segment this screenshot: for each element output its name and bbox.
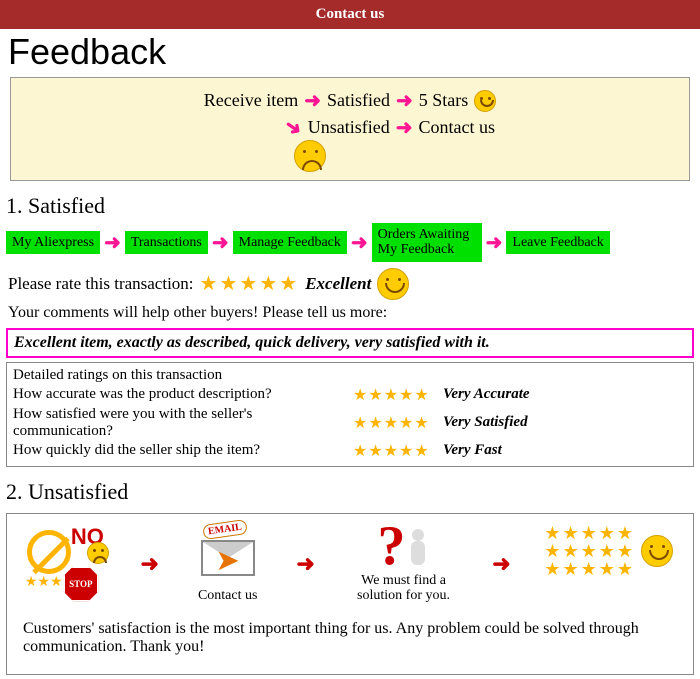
- comment-prompt: Your comments will help other buyers! Pl…: [0, 302, 700, 324]
- stars-result-item: ★★★★★ ★★★★★ ★★★★★: [544, 524, 673, 578]
- arrow-red-icon: ➜: [296, 551, 314, 577]
- detail-row: How quickly did the seller ship the item…: [13, 441, 687, 461]
- arrow-icon: ➜: [104, 230, 121, 255]
- header-bar: Contact us: [0, 0, 700, 29]
- smiley-sad-icon: [294, 140, 326, 172]
- detail-q1: How accurate was the product description…: [13, 386, 353, 403]
- five-stars-label: 5 Stars: [419, 90, 469, 111]
- step-my-aliexpress: My Aliexpress: [6, 231, 100, 254]
- stars-icon: ★★★★★: [353, 413, 443, 433]
- detail-a2: Very Satisfied: [443, 414, 528, 431]
- rate-transaction-row: Please rate this transaction: ★★★★★ Exce…: [0, 262, 700, 302]
- contact-us-caption: Contact us: [193, 588, 263, 603]
- email-graphic: EMAIL ➤: [193, 524, 263, 584]
- smiley-sad-icon: [87, 542, 109, 564]
- detail-a1: Very Accurate: [443, 386, 530, 403]
- flow-row-satisfied: Receive item ➜ Satisfied ➜ 5 Stars: [23, 88, 677, 113]
- section-2-title: 2. Unsatisfied: [0, 475, 700, 509]
- arrow-icon: ➜: [212, 230, 229, 255]
- satisfied-steps-flow: My Aliexpress ➜ Transactions ➜ Manage Fe…: [0, 223, 700, 262]
- arrow-icon: ➜: [351, 230, 368, 255]
- step-leave-feedback: Leave Feedback: [506, 231, 609, 254]
- unsatisfied-label: Unsatisfied: [308, 117, 390, 138]
- person-icon: [406, 529, 430, 569]
- detailed-ratings-box: Detailed ratings on this transaction How…: [6, 362, 694, 467]
- arrow-icon: ➜: [396, 115, 413, 140]
- smiley-happy-icon: [377, 268, 409, 300]
- feedback-flow-box: Receive item ➜ Satisfied ➜ 5 Stars ➜ Uns…: [10, 77, 690, 181]
- step-orders-awaiting: Orders Awaiting My Feedback: [372, 223, 482, 262]
- star-row: ★★★★★: [544, 524, 635, 542]
- arrow-icon: ➜: [304, 88, 321, 113]
- star-cluster-icon: ★★★: [25, 576, 63, 590]
- solution-caption: We must find a solution for you.: [349, 573, 459, 604]
- solution-item: ? We must find a solution for you.: [349, 524, 459, 604]
- email-tag: EMAIL: [202, 519, 248, 540]
- detail-q3: How quickly did the seller ship the item…: [13, 442, 353, 459]
- smiley-happy-icon: [641, 535, 673, 567]
- step-manage-feedback: Manage Feedback: [233, 231, 347, 254]
- step-transactions: Transactions: [125, 231, 208, 254]
- stars-icon: ★★★★★: [353, 441, 443, 461]
- details-title: Detailed ratings on this transaction: [13, 367, 687, 384]
- star-row: ★★★★★: [544, 560, 635, 578]
- footer-text: Customers' satisfaction is the most impo…: [13, 612, 687, 668]
- flow-row-unsatisfied: ➜ Unsatisfied ➜ Contact us: [103, 115, 677, 140]
- arrow-red-icon: ➜: [141, 551, 159, 577]
- satisfied-label: Satisfied: [327, 90, 390, 111]
- unsatisfied-flow: NO STOP ★★★ ➜ EMAIL ➤ Contact us ➜ ? We …: [13, 520, 687, 612]
- stars-icon: ★★★★★: [353, 385, 443, 405]
- detail-a3: Very Fast: [443, 442, 502, 459]
- stop-sign-icon: STOP: [63, 566, 99, 602]
- question-mark-icon: ?: [378, 515, 406, 577]
- star-row: ★★★★★: [544, 542, 635, 560]
- no-stop-graphic: NO STOP ★★★: [27, 524, 107, 604]
- arrow-icon: ➜: [396, 88, 413, 113]
- receive-item-label: Receive item: [204, 90, 298, 111]
- star-grid-icon: ★★★★★ ★★★★★ ★★★★★: [544, 524, 635, 578]
- arrow-red-icon: ➜: [492, 551, 510, 577]
- prohibit-icon: [27, 530, 71, 574]
- section-1-title: 1. Satisfied: [0, 189, 700, 223]
- email-item: EMAIL ➤ Contact us: [193, 524, 263, 603]
- unsatisfied-box: NO STOP ★★★ ➜ EMAIL ➤ Contact us ➜ ? We …: [6, 513, 694, 675]
- arrow-icon: ➜: [486, 230, 503, 255]
- feedback-title: Feedback: [0, 29, 700, 75]
- detail-row: How accurate was the product description…: [13, 385, 687, 405]
- detail-q2: How satisfied were you with the seller's…: [13, 406, 353, 440]
- question-graphic: ?: [349, 524, 459, 569]
- arrow-diag-icon: ➜: [279, 112, 307, 142]
- email-arrow-icon: ➤: [217, 546, 239, 576]
- comment-example-box: Excellent item, exactly as described, qu…: [6, 328, 694, 358]
- rate-label: Please rate this transaction:: [8, 274, 194, 294]
- no-stars-item: NO STOP ★★★: [27, 524, 107, 604]
- detail-row: How satisfied were you with the seller's…: [13, 406, 687, 440]
- contact-us-label: Contact us: [419, 117, 496, 138]
- five-stars-icon: ★★★★★: [200, 271, 300, 296]
- smiley-happy-icon: [474, 90, 496, 112]
- sad-face-row: [0, 140, 677, 172]
- excellent-label: Excellent: [305, 274, 371, 294]
